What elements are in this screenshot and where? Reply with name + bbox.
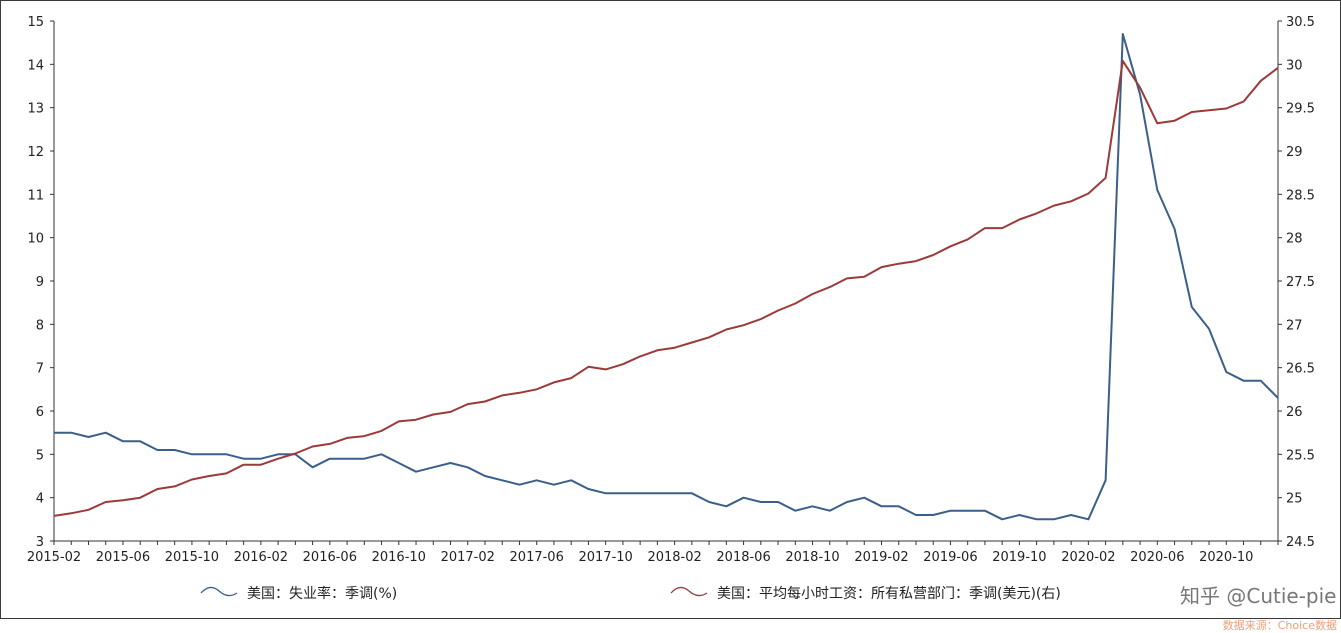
x-tick-label: 2017-06 [510,550,564,565]
right-y-axis-ticks: 30.5 30 29.5 29 28.5 28 27.5 27 26.5 26 25.5 25 24.5 [1278,15,1315,550]
x-tick-label: 2018-06 [716,550,770,565]
left-y-tick-label: 6 [36,405,44,420]
right-y-tick-label: 26.5 [1286,362,1315,377]
left-y-tick-label: 8 [36,318,44,333]
data-source-note: 数据来源：Choice数据 [1222,619,1337,632]
right-y-tick-label: 27.5 [1286,275,1315,290]
left-y-tick-label: 15 [27,15,44,30]
right-y-tick-label: 25.5 [1286,448,1315,463]
right-y-tick-label: 29.5 [1286,102,1315,117]
left-y-tick-label: 10 [27,232,44,247]
legend-swatch [200,586,238,597]
chart-frame: 2015-02 2015-06 2015-10 2016-02 2016-06 2016-… [0,0,1341,619]
left-y-tick-label: 7 [36,362,44,377]
legend-label: 美国：平均每小时工资：所有私营部门：季调(美元)(右) [717,586,1061,602]
right-y-tick-label: 28.5 [1286,188,1315,203]
x-tick-label: 2015-06 [96,550,150,565]
right-y-tick-label: 30 [1286,58,1303,73]
left-y-tick-label: 11 [27,188,44,203]
left-y-tick-label: 4 [36,492,44,507]
right-y-tick-label: 25 [1286,492,1303,507]
x-tick-label: 2017-02 [441,550,495,565]
x-tick-label: 2018-02 [647,550,701,565]
hourly-earnings-line [53,59,1279,517]
x-tick-label: 2016-10 [372,550,426,565]
right-y-tick-label: 30.5 [1286,15,1315,30]
legend-swatch [670,586,708,597]
left-y-tick-label: 5 [36,448,44,463]
left-y-tick-label: 13 [27,102,44,117]
x-tick-label: 2015-10 [165,550,219,565]
right-y-tick-label: 26 [1286,405,1303,420]
watermark: 知乎 @Cutie-pie [1180,584,1337,608]
axes [53,21,1279,542]
left-y-tick-label: 12 [27,145,44,160]
right-y-tick-label: 24.5 [1286,535,1315,550]
left-y-tick-label: 9 [36,275,44,290]
left-y-tick-label: 14 [27,58,44,73]
x-tick-label: 2019-02 [854,550,908,565]
unemployment-rate-line [54,33,1279,521]
legend: 美国：失业率：季调(%) 美国：平均每小时工资：所有私营部门：季调(美元)(右) [200,585,1061,602]
legend-label: 美国：失业率：季调(%) [247,585,397,602]
line-chart: 2015-02 2015-06 2015-10 2016-02 2016-06 2016-… [27,15,1315,602]
x-tick-label: 2020-02 [1061,550,1115,565]
x-tick-label: 2020-10 [1199,550,1253,565]
right-y-tick-label: 27 [1286,318,1303,333]
x-tick-label: 2016-02 [234,550,288,565]
right-y-tick-label: 28 [1286,232,1303,247]
x-tick-label: 2016-06 [303,550,357,565]
x-axis-ticks: 2015-02 2015-06 2015-10 2016-02 2016-06 2016-… [27,541,1279,565]
x-tick-label: 2017-10 [578,550,632,565]
x-tick-label: 2019-06 [923,550,977,565]
x-tick-label: 2019-10 [992,550,1046,565]
left-y-axis-ticks: 15 14 13 12 11 10 9 8 7 6 5 4 3 [27,15,54,550]
x-tick-label: 2015-02 [27,550,81,565]
x-tick-label: 2020-06 [1130,550,1184,565]
series-lines [53,33,1279,521]
x-tick-label: 2018-10 [785,550,839,565]
left-y-tick-label: 3 [36,535,44,550]
right-y-tick-label: 29 [1286,145,1303,160]
